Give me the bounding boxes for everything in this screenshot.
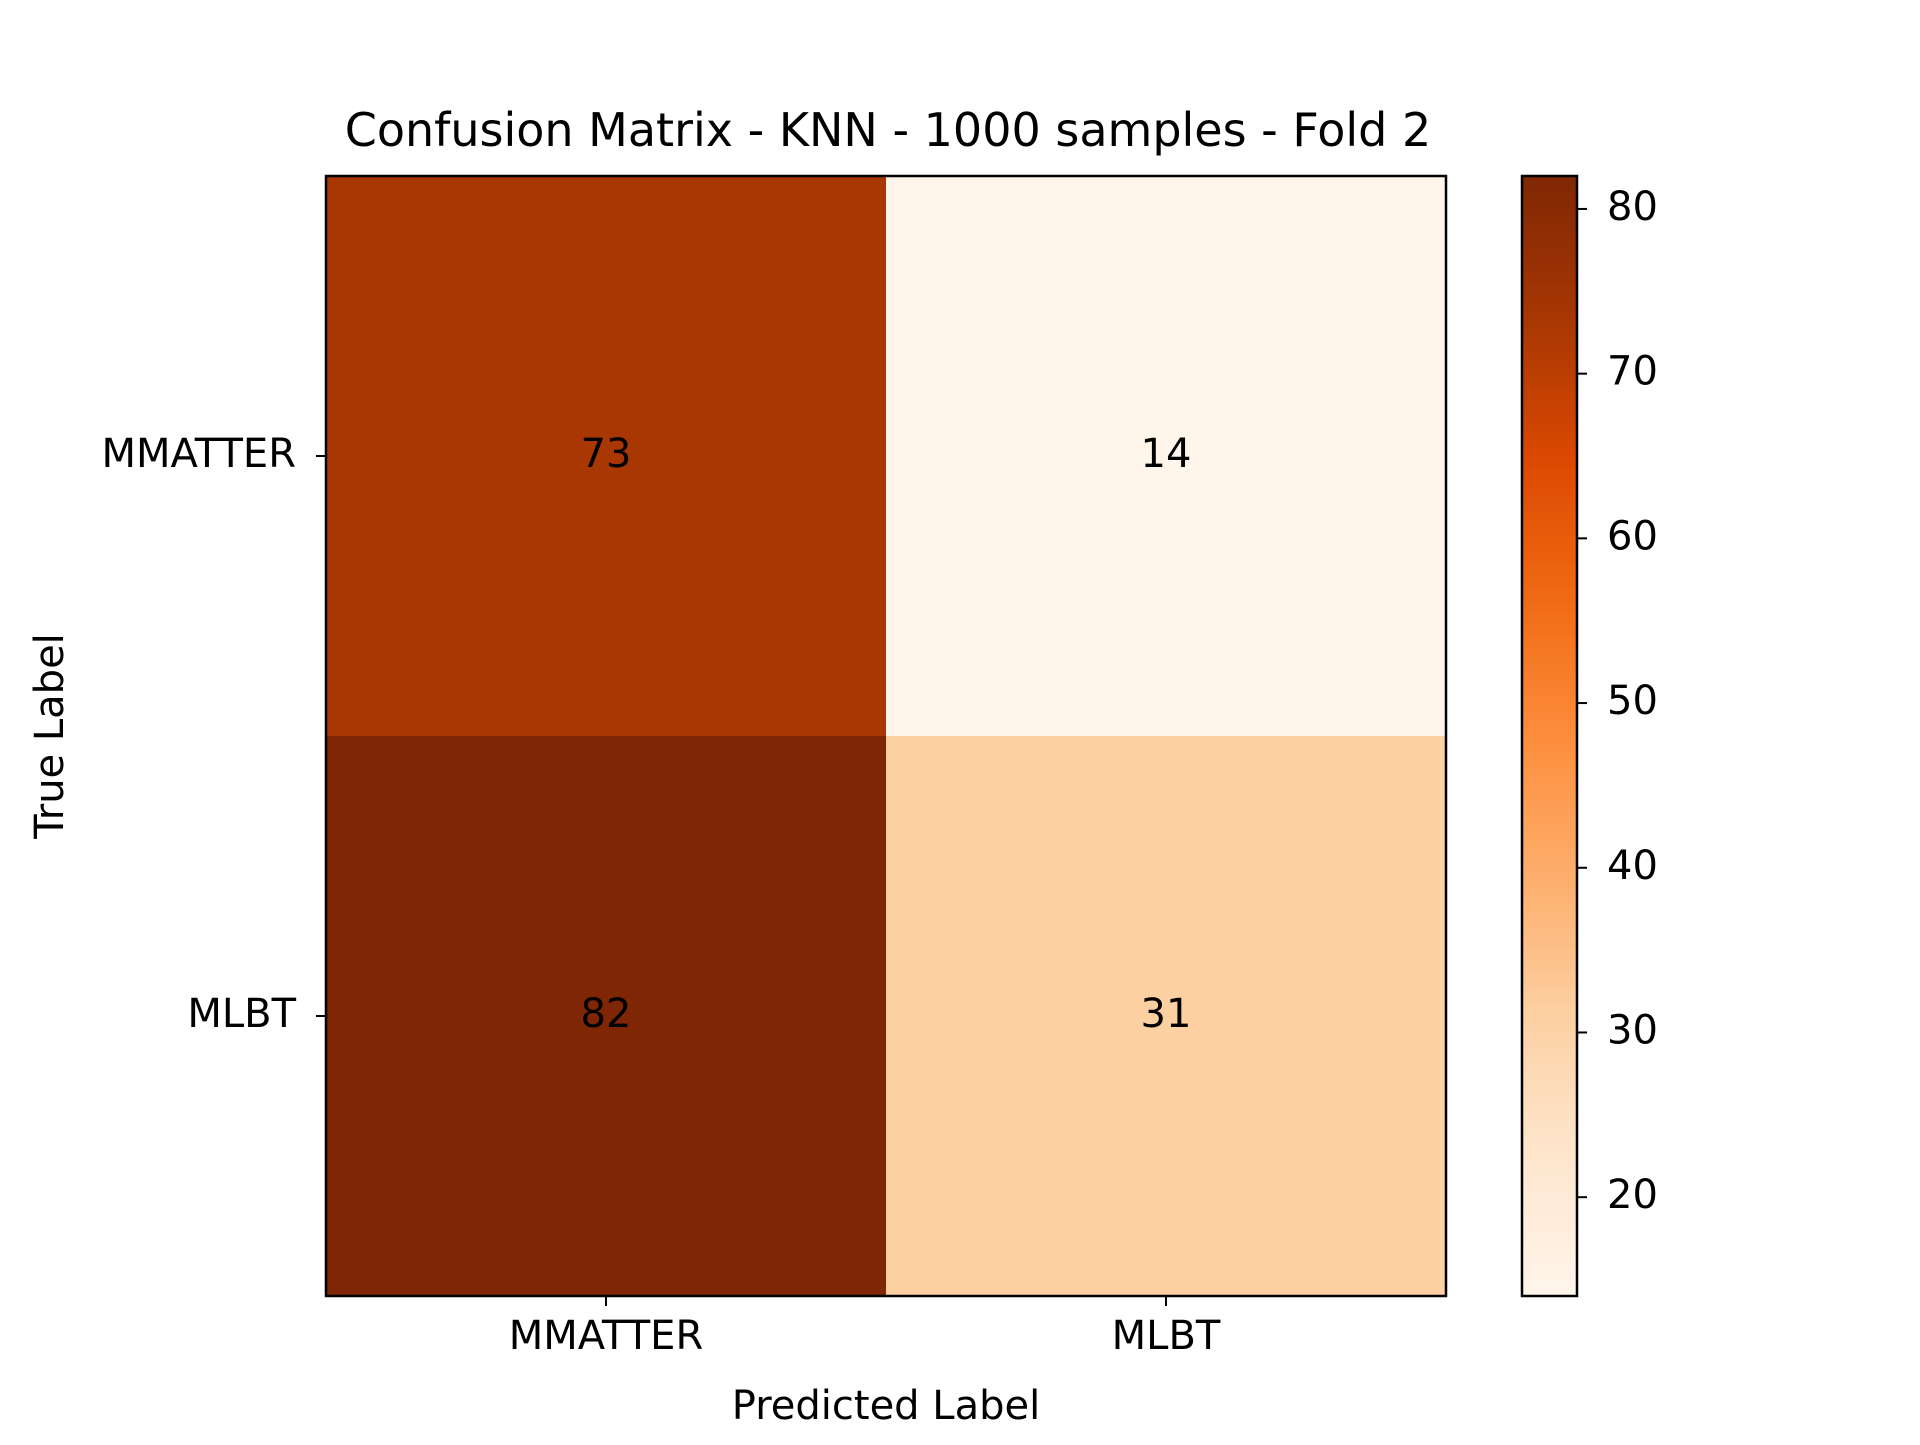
- y-axis-label: True Label: [27, 633, 73, 840]
- colorbar-tick-label: 50: [1607, 678, 1658, 724]
- x-axis-ticks: MMATTER MLBT: [509, 1296, 1221, 1359]
- colorbar-tick-label: 70: [1607, 349, 1658, 395]
- heatmap-cell: [326, 176, 887, 737]
- heatmap-cell: [886, 176, 1447, 737]
- x-axis-label: Predicted Label: [732, 1383, 1040, 1429]
- y-axis-ticks: MMATTER MLBT: [101, 431, 326, 1037]
- colorbar-tick-label: 80: [1607, 184, 1658, 230]
- cell-value-label: 31: [1141, 991, 1192, 1037]
- x-tick-label: MMATTER: [509, 1313, 704, 1359]
- colorbar-tick-label: 30: [1607, 1007, 1658, 1053]
- colorbar: [1520, 174, 1579, 1298]
- cell-value-label: 14: [1141, 431, 1192, 477]
- cell-value-label: 73: [581, 431, 632, 477]
- colorbar-tick-label: 20: [1607, 1172, 1658, 1218]
- heatmap-cell: [326, 736, 887, 1297]
- cell-value-label: 82: [581, 991, 632, 1037]
- colorbar-tick-label: 60: [1607, 513, 1658, 559]
- heatmap-cell: [886, 736, 1447, 1297]
- heatmap-cells: 73 14 82 31: [326, 176, 1447, 1297]
- y-tick-label: MLBT: [187, 991, 296, 1037]
- colorbar-tick-label: 40: [1607, 843, 1658, 889]
- y-tick-label: MMATTER: [101, 431, 296, 477]
- plot-frame: [324, 174, 1448, 1298]
- chart-title: Confusion Matrix - KNN - 1000 samples - …: [345, 103, 1432, 157]
- x-tick-label: MLBT: [1112, 1313, 1221, 1359]
- colorbar-ticks: 20 30 40 50 60 70 80: [1577, 184, 1658, 1218]
